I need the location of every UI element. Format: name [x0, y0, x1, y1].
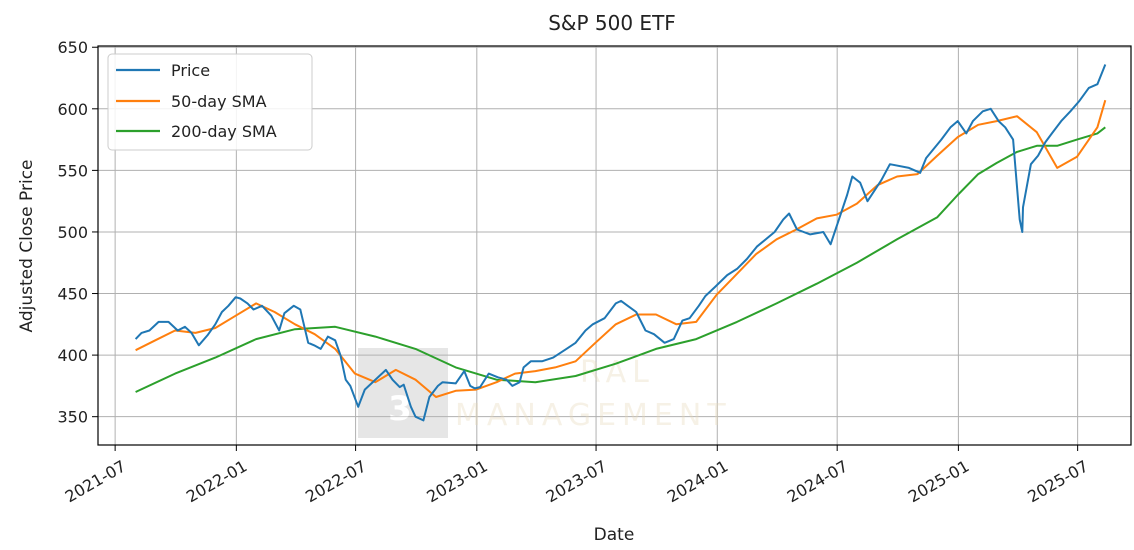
y-tick-label: 550: [57, 161, 88, 180]
plot-frame: [97, 45, 1132, 446]
watermark-word-top: RAL: [580, 355, 655, 390]
legend: Price 50-day SMA 200-day SMA: [107, 53, 313, 151]
legend-label-sma50: 50-day SMA: [171, 92, 267, 111]
watermark-word-bottom: MANAGEMENT: [455, 398, 732, 433]
sma200-line: [135, 126, 1106, 393]
y-tick-label: 600: [57, 100, 88, 119]
chart-title: S&P 500 ETF: [548, 11, 676, 35]
y-tick-label: 500: [57, 223, 88, 242]
x-axis-label: Date: [594, 525, 635, 545]
sma50-line: [135, 99, 1107, 398]
legend-box: [107, 53, 313, 151]
legend-label-sma200: 200-day SMA: [171, 122, 277, 141]
y-tick-label: 650: [57, 38, 88, 57]
price-line: [134, 64, 1107, 422]
y-tick-label: 400: [57, 346, 88, 365]
legend-label-price: Price: [171, 61, 210, 80]
y-axis-ticks: 350 400 450 500 550 600 650: [57, 38, 98, 427]
watermark-logo-char: 3: [388, 389, 418, 429]
series-layer: [134, 64, 1107, 422]
grid: [98, 46, 1131, 445]
y-tick-label: 350: [57, 408, 88, 427]
y-tick-label: 450: [57, 285, 88, 304]
y-axis-label: Adjusted Close Price: [17, 160, 37, 333]
